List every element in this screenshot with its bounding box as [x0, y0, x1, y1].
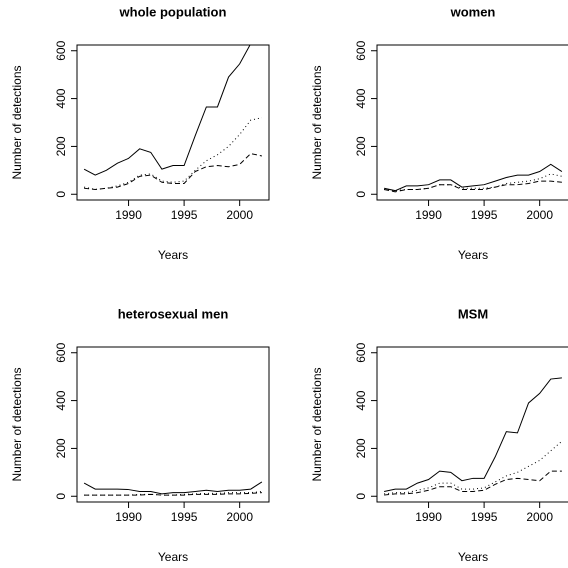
lines [384, 163, 563, 193]
y-axis-label: Number of detections [310, 367, 324, 481]
y-tick-label: 600 [54, 342, 68, 362]
panel-title: MSM [458, 306, 488, 321]
data-line [384, 163, 563, 192]
panel: heterosexual men Years Number of detection… [10, 306, 270, 564]
plot-box [76, 346, 270, 503]
x-tick-label: 1990 [115, 208, 142, 222]
lines [83, 481, 263, 496]
y-tick-label: 200 [54, 136, 68, 156]
y-tick-label: 600 [54, 40, 68, 60]
data-line [384, 440, 563, 495]
x-tick-label: 1995 [471, 510, 498, 524]
y-tick-label: 0 [354, 493, 368, 500]
x-tick-label: 1990 [415, 208, 442, 222]
y-tick-label: 400 [354, 88, 368, 108]
x-tick-label: 1995 [171, 208, 198, 222]
data-line [84, 490, 262, 496]
plot-box [76, 44, 270, 201]
plot-box [376, 44, 568, 201]
x-tick-label: 2000 [526, 510, 553, 524]
x-tick-label: 2000 [526, 208, 553, 222]
y-axis-label: Number of detections [10, 65, 24, 179]
data-line [83, 481, 263, 495]
x-axis-label: Years [158, 550, 188, 564]
y-tick-label: 600 [354, 40, 368, 60]
y-tick-label: 200 [354, 136, 368, 156]
panel: women Years Number of detections 0 200 400 600… [310, 4, 568, 262]
y-tick-label: 200 [354, 438, 368, 458]
y-tick-label: 0 [354, 191, 368, 198]
x-tick-label: 2000 [226, 510, 253, 524]
plot-box [376, 346, 568, 503]
x-tick-label: 2000 [226, 208, 253, 222]
y-tick-label: 0 [54, 493, 68, 500]
x-tick-label: 1995 [171, 510, 198, 524]
y-tick-label: 400 [354, 390, 368, 410]
data-line [84, 153, 262, 190]
data-line [384, 470, 562, 496]
x-axis-label: Years [458, 550, 488, 564]
y-tick-label: 0 [54, 191, 68, 198]
x-tick-label: 1990 [115, 510, 142, 524]
x-tick-label: 1990 [415, 510, 442, 524]
data-line [84, 117, 262, 190]
lines [83, 45, 262, 190]
x-axis-label: Years [158, 248, 188, 262]
y-axis-label: Number of detections [10, 367, 24, 481]
y-axis-label: Number of detections [310, 65, 324, 179]
y-tick-label: 400 [54, 88, 68, 108]
data-line [83, 45, 251, 176]
panel: whole population Years Number of detection… [10, 4, 270, 262]
x-axis-label: Years [458, 248, 488, 262]
panel-title: heterosexual men [118, 306, 229, 321]
y-tick-label: 600 [354, 342, 368, 362]
x-tick-label: 1995 [471, 208, 498, 222]
y-tick-label: 200 [54, 438, 68, 458]
lines [384, 377, 563, 496]
y-tick-label: 400 [54, 390, 68, 410]
data-line [384, 180, 562, 193]
panel: MSM Years Number of detections 0 200 400 600 19… [310, 306, 568, 564]
panel-title: women [450, 4, 496, 19]
data-line [84, 492, 262, 496]
data-line [384, 377, 562, 492]
panel-title: whole population [119, 4, 227, 19]
